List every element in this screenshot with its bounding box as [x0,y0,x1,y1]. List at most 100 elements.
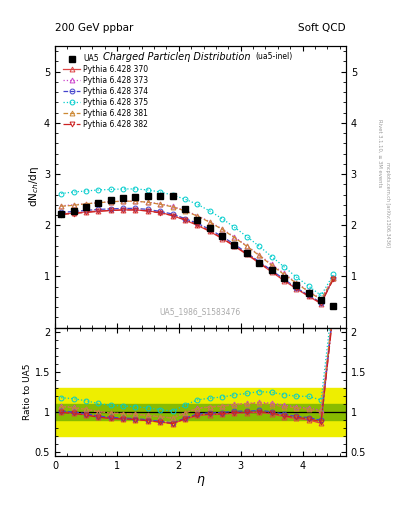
Pythia 6.428 375 [257,243,262,249]
Pythia 6.428 370 [158,209,163,216]
Pythia 6.428 382 [195,222,200,228]
Pythia 6.428 370 [108,207,113,214]
Pythia 6.428 374 [183,216,187,222]
Pythia 6.428 374 [96,206,101,212]
Pythia 6.428 370 [59,211,64,217]
Pythia 6.428 370 [232,243,237,249]
Pythia 6.428 373 [269,261,274,267]
Pythia 6.428 382 [84,209,88,216]
Pythia 6.428 374 [170,211,175,217]
Pythia 6.428 373 [121,198,125,204]
Pythia 6.428 374 [257,259,262,265]
Pythia 6.428 382 [183,217,187,223]
Pythia 6.428 373 [331,274,336,281]
Pythia 6.428 382 [294,285,299,291]
Pythia 6.428 373 [71,202,76,208]
Line: Pythia 6.428 381: Pythia 6.428 381 [59,199,336,302]
Pythia 6.428 382 [232,243,237,249]
X-axis label: η: η [196,473,204,486]
Pythia 6.428 382 [282,277,286,283]
Pythia 6.428 375 [170,192,175,198]
Pythia 6.428 373 [232,234,237,240]
Pythia 6.428 375 [183,196,187,202]
Pythia 6.428 370 [319,301,323,307]
Pythia 6.428 381 [145,199,150,205]
UA5 [108,197,113,203]
Pythia 6.428 381 [158,201,163,207]
Pythia 6.428 382 [145,208,150,214]
Pythia 6.428 381 [232,234,237,241]
Pythia 6.428 375 [331,271,336,278]
Pythia 6.428 382 [158,210,163,216]
Line: Pythia 6.428 374: Pythia 6.428 374 [59,206,336,305]
Line: Pythia 6.428 382: Pythia 6.428 382 [59,207,336,306]
Pythia 6.428 373 [170,203,175,209]
UA5 [170,193,175,199]
Pythia 6.428 375 [133,186,138,192]
Pythia 6.428 373 [158,201,163,207]
Pythia 6.428 374 [121,205,125,211]
Pythia 6.428 370 [195,222,200,228]
UA5 [220,232,224,239]
Pythia 6.428 375 [121,186,125,192]
Text: 200 GeV ppbar: 200 GeV ppbar [55,23,133,33]
Pythia 6.428 373 [59,203,64,209]
Pythia 6.428 381 [183,208,187,214]
UA5 [257,260,262,266]
Pythia 6.428 382 [269,268,274,274]
Pythia 6.428 382 [208,228,212,234]
Pythia 6.428 381 [307,289,311,295]
Pythia 6.428 370 [294,286,299,292]
Pythia 6.428 381 [121,198,125,204]
Pythia 6.428 370 [220,236,224,242]
Pythia 6.428 373 [294,280,299,286]
Pythia 6.428 370 [208,228,212,234]
Pythia 6.428 375 [269,253,274,260]
UA5 [195,217,200,223]
Pythia 6.428 382 [71,210,76,217]
UA5 [244,250,249,257]
Pythia 6.428 381 [220,226,224,232]
Pythia 6.428 373 [183,207,187,214]
Pythia 6.428 375 [319,292,323,298]
Pythia 6.428 381 [71,202,76,208]
UA5 [208,225,212,231]
Pythia 6.428 374 [220,233,224,240]
Legend: UA5, Pythia 6.428 370, Pythia 6.428 373, Pythia 6.428 374, Pythia 6.428 375, Pyt: UA5, Pythia 6.428 370, Pythia 6.428 373,… [62,53,150,130]
Pythia 6.428 375 [232,224,237,230]
Pythia 6.428 374 [269,267,274,273]
Pythia 6.428 375 [282,264,286,270]
Pythia 6.428 370 [84,209,88,215]
Pythia 6.428 382 [170,212,175,219]
Pythia 6.428 382 [319,300,323,306]
Pythia 6.428 382 [257,260,262,266]
UA5 [145,193,150,199]
Pythia 6.428 375 [220,216,224,222]
Pythia 6.428 374 [158,208,163,215]
UA5 [158,193,163,199]
Pythia 6.428 374 [59,209,64,216]
Pythia 6.428 370 [282,278,286,284]
Pythia 6.428 375 [108,186,113,193]
Pythia 6.428 381 [244,243,249,249]
UA5 [121,195,125,201]
Y-axis label: dN$_{ch}$/dη: dN$_{ch}$/dη [27,166,41,207]
Text: Charged Particleη Distribution: Charged Particleη Distribution [103,52,251,62]
Pythia 6.428 374 [71,208,76,215]
UA5 [71,208,76,214]
Line: Pythia 6.428 373: Pythia 6.428 373 [59,199,336,302]
Line: UA5: UA5 [58,193,336,309]
Pythia 6.428 382 [307,293,311,299]
Pythia 6.428 381 [108,199,113,205]
Pythia 6.428 375 [307,283,311,289]
Pythia 6.428 381 [195,213,200,219]
Pythia 6.428 381 [319,296,323,303]
UA5 [232,242,237,248]
Pythia 6.428 381 [282,271,286,278]
Pythia 6.428 381 [269,262,274,268]
Pythia 6.428 374 [294,285,299,291]
Line: Pythia 6.428 370: Pythia 6.428 370 [59,207,336,306]
UA5 [269,267,274,273]
UA5 [96,200,101,206]
Pythia 6.428 375 [208,208,212,214]
